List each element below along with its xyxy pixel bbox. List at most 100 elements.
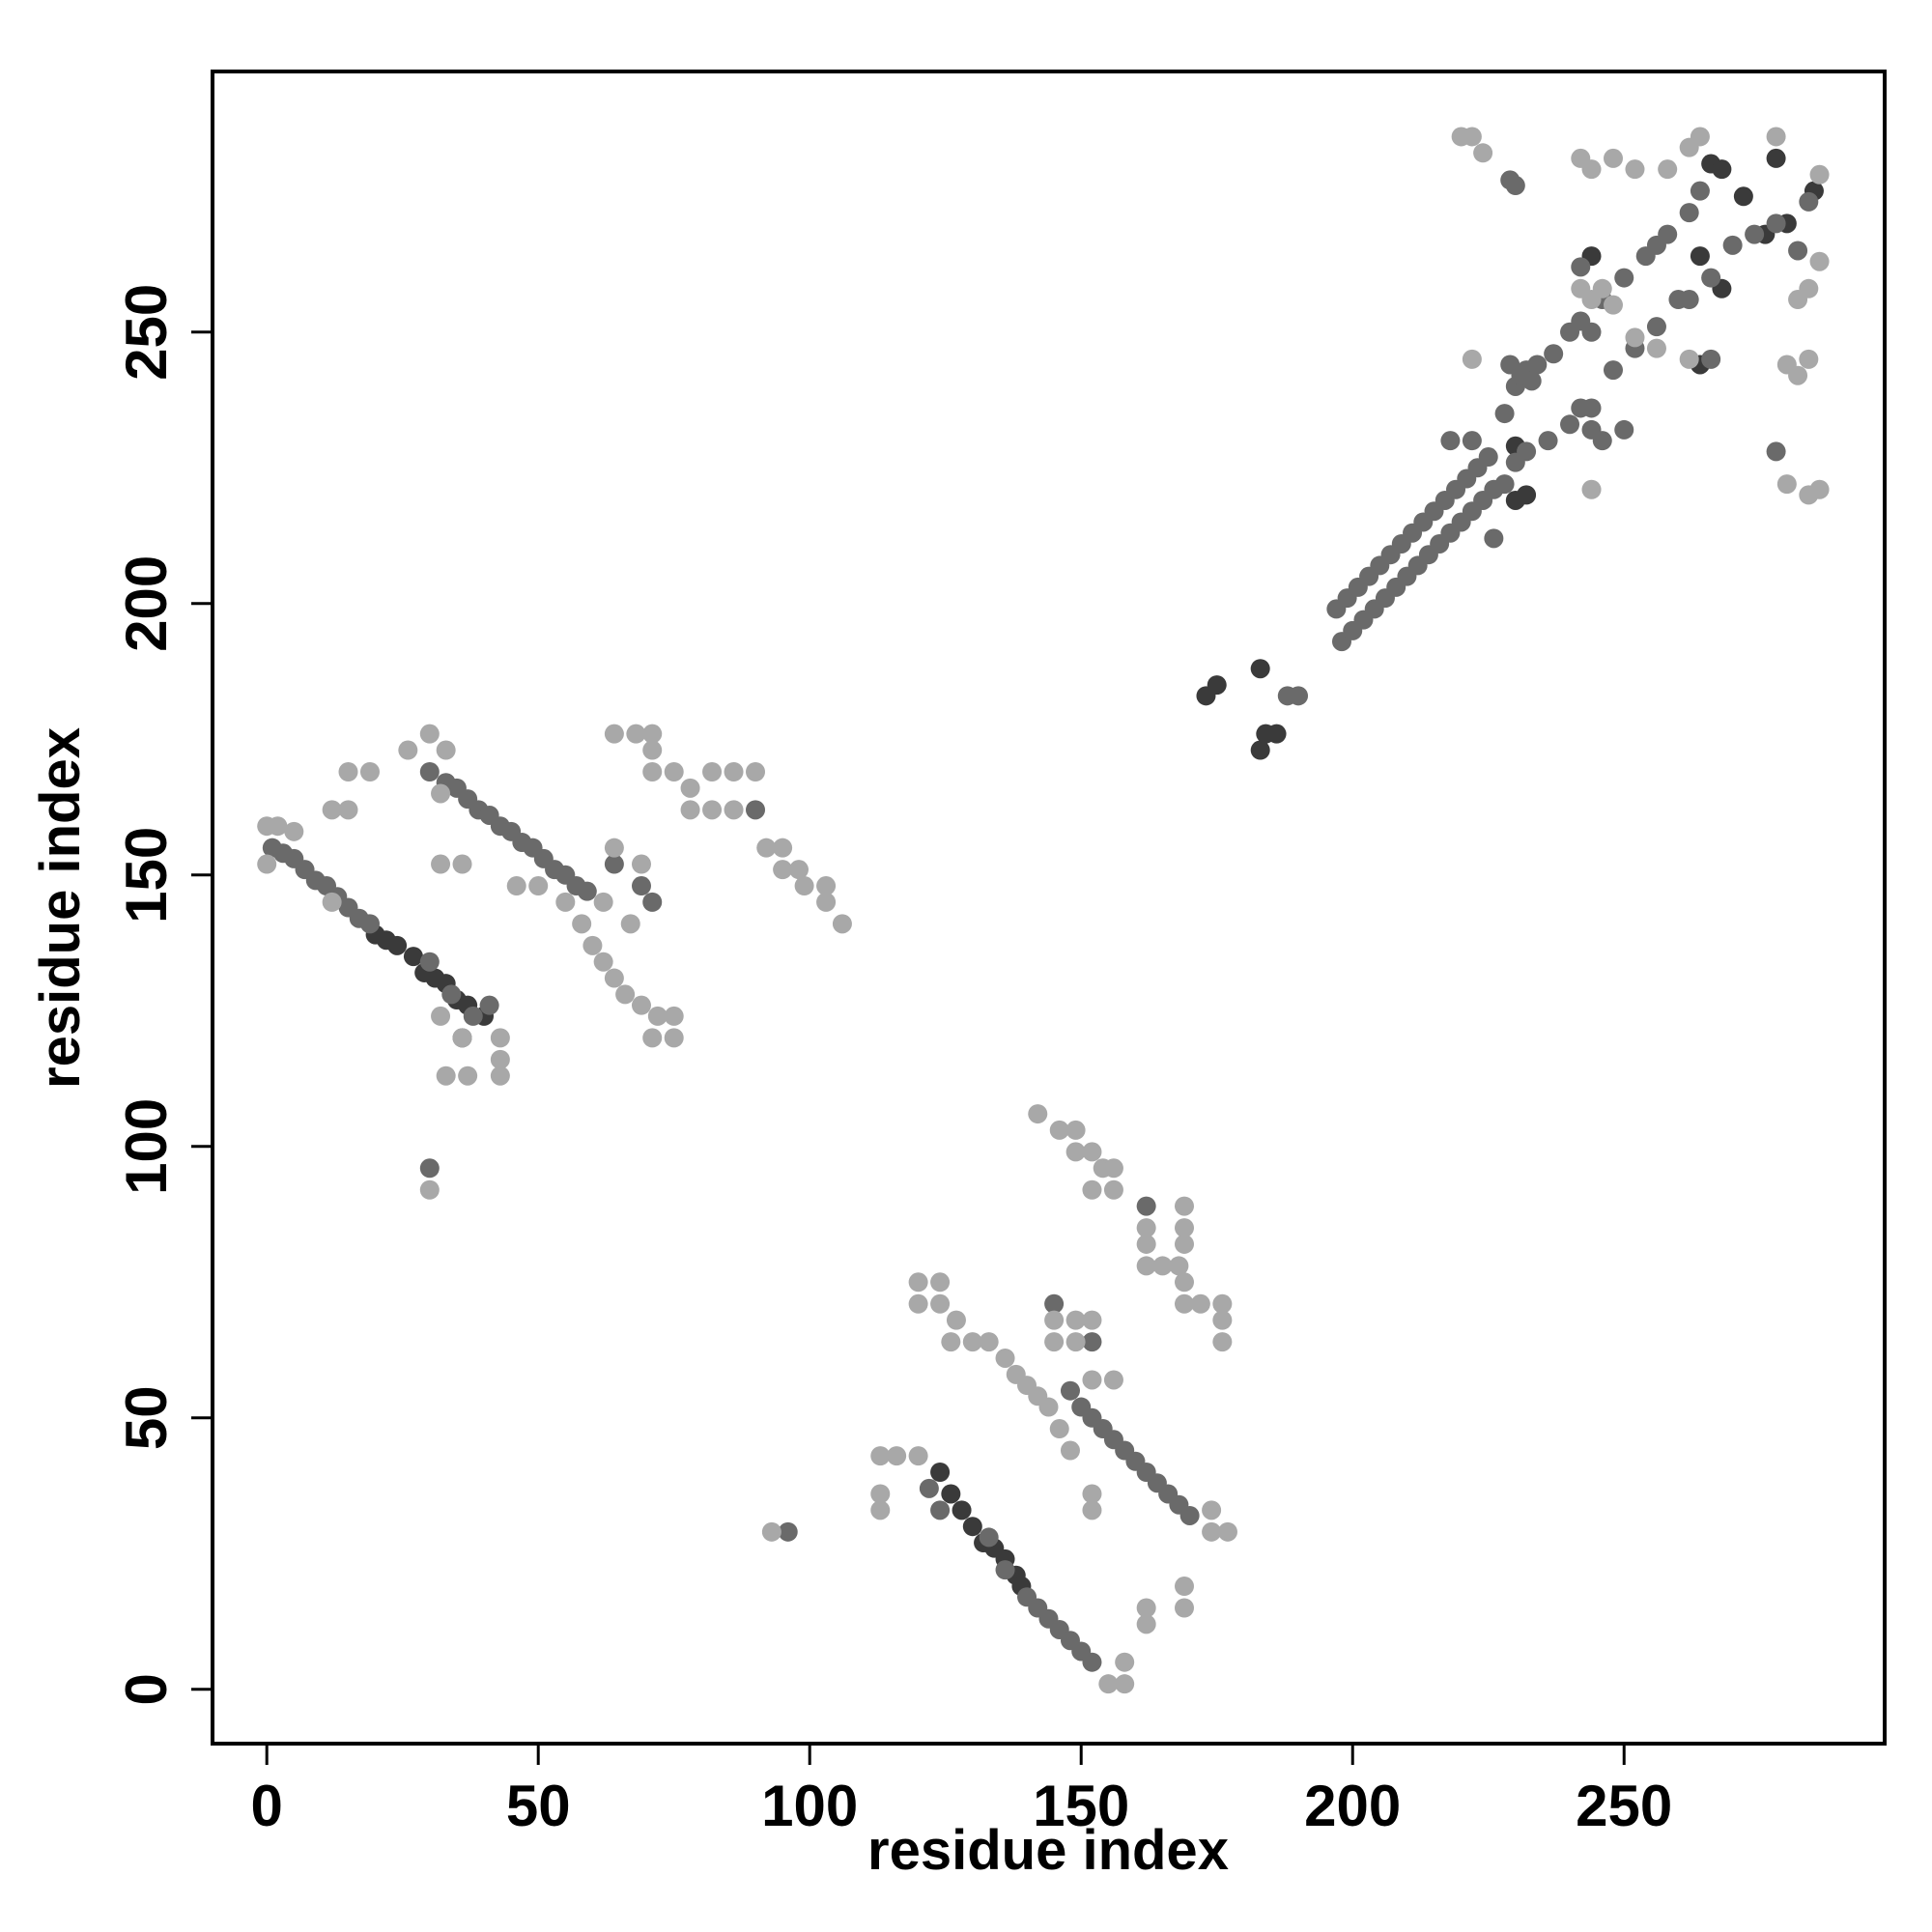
point (1766, 441, 1786, 462)
point (642, 1028, 663, 1048)
point (1473, 143, 1493, 163)
point (593, 892, 613, 912)
point (1082, 1179, 1102, 1200)
point (1625, 159, 1645, 180)
point (1809, 164, 1830, 185)
point (746, 761, 766, 781)
point (1440, 431, 1461, 451)
point (1712, 159, 1732, 180)
point (870, 1484, 891, 1504)
point (664, 761, 684, 781)
x-tick-label: 200 (1304, 1774, 1401, 1838)
point (1690, 181, 1710, 201)
point (452, 854, 472, 874)
point (1175, 1234, 1195, 1254)
point (1175, 1218, 1195, 1238)
point (1581, 159, 1602, 180)
point (490, 1028, 510, 1048)
point (1484, 528, 1504, 549)
point (1799, 278, 1819, 298)
point (1044, 1293, 1065, 1314)
point (1799, 349, 1819, 369)
point (1136, 1256, 1156, 1276)
y-tick-label: 250 (114, 284, 179, 381)
point (398, 740, 418, 760)
point (1679, 349, 1699, 369)
point (604, 854, 624, 874)
point (1136, 1218, 1156, 1238)
point (419, 724, 440, 744)
point (1049, 1419, 1069, 1439)
point (1701, 268, 1721, 288)
point (572, 914, 592, 934)
point (1289, 686, 1309, 706)
point (1571, 398, 1591, 418)
point (631, 876, 651, 896)
point (788, 860, 809, 880)
point (479, 995, 499, 1015)
point (1152, 1256, 1173, 1276)
point (832, 914, 852, 934)
point (1462, 349, 1482, 369)
point (1788, 365, 1808, 385)
point (268, 816, 288, 837)
point (593, 952, 613, 972)
point (816, 892, 837, 912)
point (1250, 740, 1270, 760)
point (680, 800, 700, 820)
point (1701, 349, 1721, 369)
point (1462, 431, 1482, 451)
point (1207, 675, 1227, 696)
point (1175, 1293, 1195, 1314)
point (577, 881, 597, 901)
point (930, 1272, 951, 1293)
point (359, 914, 380, 934)
point (1044, 1332, 1065, 1352)
point (647, 1006, 668, 1026)
point (870, 1446, 891, 1466)
point (1060, 1440, 1080, 1461)
point (1722, 235, 1743, 255)
point (887, 1446, 907, 1466)
point (1212, 1332, 1233, 1352)
plot-frame (211, 70, 1887, 1746)
point (490, 1049, 510, 1069)
point (946, 1310, 966, 1330)
point (724, 761, 744, 781)
point (1603, 295, 1623, 315)
point (1082, 1310, 1102, 1330)
point (702, 761, 723, 781)
point (1136, 1234, 1156, 1254)
point (756, 838, 777, 858)
point (1690, 246, 1710, 267)
point (419, 1179, 440, 1200)
point (1065, 1120, 1086, 1140)
point (761, 1521, 781, 1542)
point (1494, 404, 1515, 424)
point (1603, 360, 1623, 381)
point (338, 761, 358, 781)
x-axis-title: residue index (867, 1819, 1229, 1882)
point (419, 1158, 440, 1179)
point (1581, 322, 1602, 342)
point (615, 984, 636, 1005)
point (604, 968, 624, 988)
point (555, 892, 576, 912)
point (1745, 224, 1765, 244)
point (962, 1332, 982, 1352)
point (1494, 474, 1515, 495)
point (458, 1065, 478, 1086)
point (1799, 191, 1819, 212)
point (359, 761, 380, 781)
point (930, 1500, 951, 1520)
point (436, 1065, 456, 1086)
x-tick-label: 250 (1576, 1774, 1672, 1838)
point (930, 1293, 951, 1314)
point (284, 821, 304, 841)
x-tick-label: 0 (251, 1774, 283, 1838)
point (431, 783, 451, 804)
x-tick-label: 150 (1033, 1774, 1129, 1838)
point (995, 1560, 1015, 1580)
point (528, 876, 549, 896)
